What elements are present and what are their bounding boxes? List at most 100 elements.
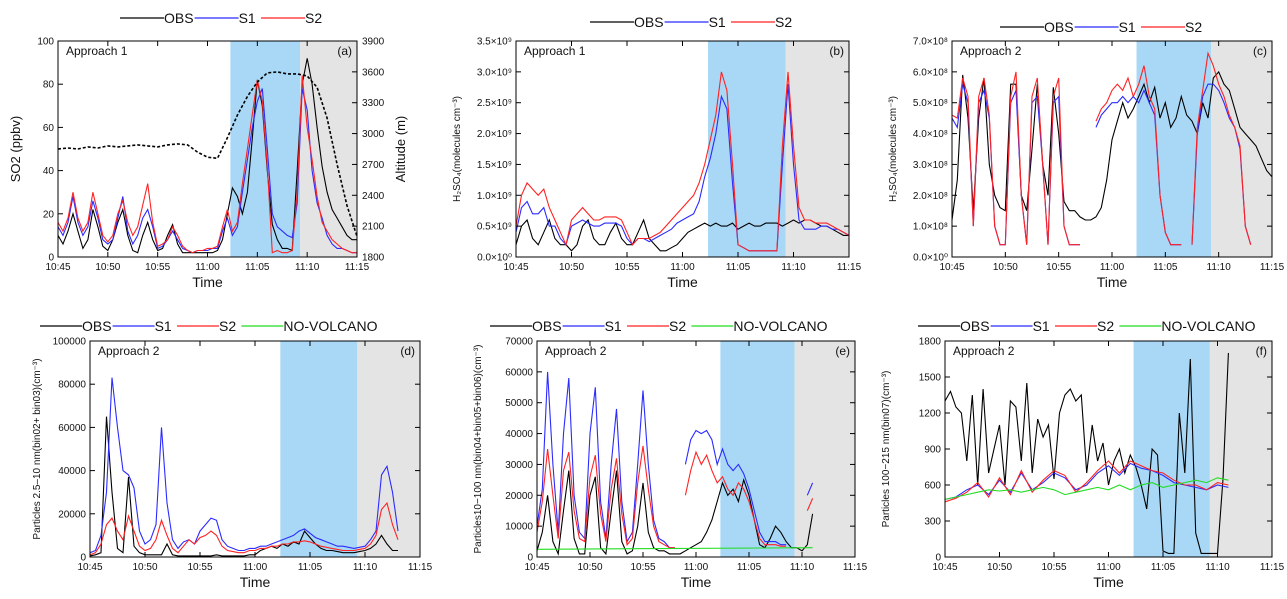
approach-label: Approach 2: [953, 344, 1015, 358]
legend-label-s1: S1: [605, 318, 622, 334]
x-tick-label: 11:15: [345, 262, 370, 273]
y-tick-label: 70000: [505, 337, 533, 348]
x-tick-label: 10:45: [503, 262, 528, 273]
y-tick-label: 30000: [505, 460, 533, 471]
series-s2-line: [537, 445, 814, 549]
series-s1-line: [90, 377, 399, 554]
x-axis-label: Time: [192, 274, 223, 290]
x-tick-label: 11:15: [408, 562, 433, 573]
panel-f: 10:45 10:50 10:55 11:00 11:05 11:10 11:15 Time 0…: [881, 318, 1285, 590]
y2-tick-label: 3300: [362, 98, 385, 109]
y-tick-label: 600: [924, 481, 941, 492]
y2-tick-label: 3000: [362, 129, 385, 140]
y-tick-label: 0: [527, 553, 533, 564]
y-tick-label: 100000: [53, 337, 87, 348]
shade-grey: [794, 341, 855, 557]
panel-label: (e): [835, 344, 850, 358]
x-axis-label: Time: [1097, 274, 1128, 290]
y-tick-label: 60: [43, 123, 55, 134]
y-axis-label: H₂SO₄(molecules cm⁻³): [888, 96, 899, 202]
y-tick-label: 5.0×10⁸: [913, 98, 948, 109]
legend-label-no-volcano: NO-VOLCANO: [283, 318, 377, 334]
x-tick-label: 11:10: [790, 562, 815, 573]
shade-grey: [357, 341, 420, 557]
legend-label-s2: S2: [305, 10, 322, 26]
series-s1-line: [516, 84, 849, 252]
x-tick-label: 10:50: [95, 262, 120, 273]
series-altitude-line: [58, 71, 357, 237]
y-tick-label: 80000: [58, 380, 86, 391]
x-tick-label: 11:05: [298, 562, 323, 573]
series-no-volcano-line: [537, 547, 813, 550]
panel-e: 10:45 10:50 10:55 11:00 11:05 11:10 11:15 Time 0…: [473, 318, 868, 590]
x-tick-label: 10:45: [45, 262, 70, 273]
x-tick-label: 10:50: [993, 262, 1018, 273]
shade-grey: [300, 41, 357, 257]
legend-label-s1: S1: [155, 318, 172, 334]
series-obs-line: [90, 416, 398, 557]
approach-label: Approach 1: [66, 44, 128, 58]
x-tick-label: 11:00: [670, 262, 695, 273]
y-tick-label: 4.0×10⁸: [913, 129, 948, 140]
x-tick-label: 11:05: [1151, 562, 1176, 573]
shade-blue: [1136, 41, 1212, 257]
x-tick-label: 11:05: [245, 262, 270, 273]
y-tick-label: 40000: [58, 466, 86, 477]
legend: OBS S1 S2 NO-VOLCANO: [40, 318, 378, 334]
y-tick-label: 20000: [58, 509, 86, 520]
x-tick-label: 11:15: [843, 562, 868, 573]
panel-label: (f): [1256, 344, 1267, 358]
x-tick-label: 10:55: [1041, 562, 1066, 573]
x-tick-label: 11:00: [195, 262, 220, 273]
legend-label-obs: OBS: [634, 14, 664, 30]
legend-label-s2: S2: [1185, 19, 1202, 35]
y2-axis-label: Altitude (m): [393, 116, 408, 182]
x-tick-label: 11:10: [295, 262, 320, 273]
y-tick-label: 2.0×10⁹: [477, 129, 512, 140]
series-s2-line: [90, 501, 399, 556]
y-tick-label: 50000: [505, 398, 533, 409]
x-tick-label: 11:10: [353, 562, 378, 573]
y-tick-label: 60000: [505, 367, 533, 378]
x-tick-label: 11:10: [1207, 262, 1232, 273]
y-tick-label: 7.0×10⁸: [913, 37, 948, 48]
x-tick-label: 10:45: [524, 562, 549, 573]
y-tick-label: 80: [43, 80, 55, 91]
legend-label-obs: OBS: [960, 318, 990, 334]
y2-tick-label: 2100: [362, 222, 385, 233]
x-tick-label: 11:15: [1260, 562, 1285, 573]
y-tick-label: 3.0×10⁸: [913, 160, 948, 171]
shade-blue: [720, 341, 795, 557]
x-axis-label: Time: [667, 274, 698, 290]
y-tick-label: 0: [80, 553, 86, 564]
y-tick-label: 0: [48, 253, 54, 264]
y-tick-label: 1500: [919, 373, 942, 384]
legend-label-obs: OBS: [82, 318, 112, 334]
y-tick-label: 0.5×10⁹: [477, 222, 512, 233]
y-tick-label: 1.0×10⁸: [913, 222, 948, 233]
x-tick-label: 10:45: [932, 562, 957, 573]
y-tick-label: 3.5×10⁹: [477, 37, 512, 48]
y2-tick-label: 3900: [362, 37, 385, 48]
y2-tick-label: 2400: [362, 191, 385, 202]
legend-label-s2: S2: [1097, 318, 1114, 334]
y-tick-label: 10000: [505, 522, 533, 533]
legend: OBS S1 S2 NO-VOLCANO: [918, 318, 1256, 334]
panel-c: 10:45 10:50 10:55 11:00 11:05 11:10 11:15 Time 0…: [888, 19, 1285, 290]
legend-label-s1: S1: [709, 14, 726, 30]
y-tick-label: 100: [37, 37, 54, 48]
series-s2-line: [952, 51, 1252, 246]
x-tick-label: 10:50: [132, 562, 157, 573]
y-tick-label: 1.5×10⁹: [477, 160, 512, 171]
panel-label: (d): [400, 344, 415, 358]
y-tick-label: 2.5×10⁹: [477, 98, 512, 109]
legend: OBS S1 S2: [120, 10, 322, 26]
x-tick-label: 11:05: [737, 562, 762, 573]
panel-d: 10:45 10:50 10:55 11:00 11:05 11:10 11:15 Time 0…: [32, 318, 433, 590]
legend-label-obs: OBS: [164, 10, 194, 26]
x-tick-label: 11:00: [1096, 562, 1121, 573]
y-tick-label: 0.0×10⁰: [913, 253, 948, 264]
panel-label: (c): [1253, 44, 1267, 58]
y2-tick-label: 3600: [362, 67, 385, 78]
